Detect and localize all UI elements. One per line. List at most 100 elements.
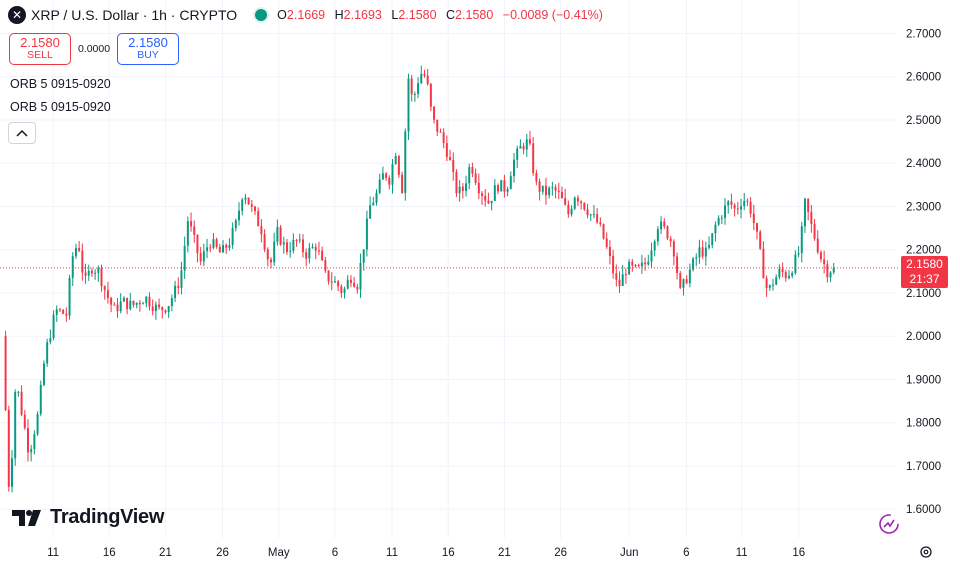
candle-body bbox=[295, 240, 298, 242]
candle-body bbox=[474, 173, 477, 183]
candle-body bbox=[560, 192, 563, 199]
last-price-value: 2.1580 bbox=[906, 257, 943, 271]
symbol-title[interactable]: XRP / U.S. Dollar · 1h · CRYPTO bbox=[31, 7, 238, 23]
candle-body bbox=[592, 214, 595, 216]
buy-button[interactable]: 2.1580 BUY bbox=[117, 33, 179, 65]
candle-body bbox=[30, 449, 33, 453]
candle-body bbox=[784, 272, 787, 279]
candle-body bbox=[282, 242, 285, 245]
indicator-legend-orb-2[interactable]: ORB 5 0915-0920 bbox=[10, 100, 111, 114]
candle-body bbox=[71, 256, 74, 278]
candle-body bbox=[807, 198, 810, 212]
candle-body bbox=[647, 261, 650, 265]
price-tick-label: 1.9000 bbox=[906, 374, 941, 386]
candle-body bbox=[407, 78, 410, 132]
candle-body bbox=[142, 303, 145, 305]
candle-body bbox=[624, 274, 627, 276]
candle-body bbox=[68, 277, 71, 316]
candle-body bbox=[177, 285, 180, 288]
candle-body bbox=[752, 213, 755, 224]
candle-body bbox=[122, 297, 125, 302]
candle-body bbox=[704, 247, 707, 257]
candle-body bbox=[442, 132, 445, 144]
candle-body bbox=[455, 171, 458, 194]
candle-body bbox=[97, 267, 100, 273]
candle-body bbox=[445, 143, 448, 158]
price-tick-label: 2.0000 bbox=[906, 331, 941, 343]
candle-body bbox=[765, 278, 768, 288]
candle-body bbox=[330, 281, 333, 283]
candle-body bbox=[743, 200, 746, 207]
candle-body bbox=[308, 247, 311, 259]
candle-body bbox=[669, 238, 672, 242]
sparkle-assistant-icon[interactable] bbox=[879, 514, 899, 534]
candle-body bbox=[375, 192, 378, 203]
candle-body bbox=[541, 185, 544, 192]
candle-body bbox=[151, 306, 154, 311]
price-tick-label: 1.8000 bbox=[906, 418, 941, 430]
candle-body bbox=[602, 224, 605, 239]
indicator-legend-orb-1[interactable]: ORB 5 0915-0920 bbox=[10, 77, 111, 91]
candle-body bbox=[653, 241, 656, 251]
candle-body bbox=[813, 224, 816, 239]
collapse-legend-button[interactable] bbox=[8, 122, 36, 144]
candle-body bbox=[4, 336, 7, 410]
candle-body bbox=[311, 247, 314, 249]
time-tick-label: 16 bbox=[792, 547, 805, 559]
candle-body bbox=[298, 239, 301, 241]
tradingview-logo[interactable]: TradingView bbox=[12, 506, 164, 529]
candle-body bbox=[695, 257, 698, 259]
candle-body bbox=[103, 286, 106, 291]
candle-body bbox=[516, 148, 519, 160]
candle-body bbox=[337, 281, 340, 287]
candle-body bbox=[500, 180, 503, 192]
price-axis: 2.7000 2.6000 2.5000 2.4000 2.3000 2.2000 2.10… bbox=[906, 28, 941, 516]
candle-body bbox=[145, 296, 148, 304]
candle-body bbox=[110, 297, 113, 305]
candle-body bbox=[832, 267, 835, 273]
candle-body bbox=[324, 260, 327, 271]
candle-body bbox=[116, 304, 119, 312]
sell-button[interactable]: 2.1580 SELL bbox=[9, 33, 71, 65]
candle-body bbox=[14, 392, 17, 459]
settings-gear-icon[interactable] bbox=[920, 546, 932, 558]
candle-body bbox=[180, 270, 183, 288]
candle-body bbox=[522, 145, 525, 150]
candle-body bbox=[381, 173, 384, 180]
candle-body bbox=[544, 185, 547, 196]
candle-body bbox=[276, 227, 279, 242]
ohlc-readout: O2.1669 H2.1693 L2.1580 C2.1580 −0.0089 … bbox=[277, 8, 609, 22]
candle-body bbox=[7, 409, 10, 487]
price-tick-label: 2.5000 bbox=[906, 115, 941, 127]
candle-body bbox=[535, 173, 538, 182]
x-mark-icon[interactable]: ✕ bbox=[8, 6, 26, 24]
candle-body bbox=[532, 143, 535, 174]
candle-body bbox=[762, 248, 765, 279]
candle-body bbox=[570, 208, 573, 215]
price-tick-label: 2.1000 bbox=[906, 288, 941, 300]
candle-body bbox=[353, 282, 356, 287]
candle-body bbox=[551, 187, 554, 189]
market-status-dot-icon[interactable] bbox=[255, 9, 268, 21]
price-tick-label: 2.7000 bbox=[906, 28, 941, 40]
candle-body bbox=[391, 164, 394, 185]
candle-body bbox=[148, 296, 151, 307]
trade-panel: 2.1580 SELL 0.0000 2.1580 BUY bbox=[9, 33, 179, 65]
candle-body bbox=[759, 231, 762, 249]
candle-body bbox=[202, 251, 205, 262]
time-tick-label: 21 bbox=[159, 547, 172, 559]
candle-body bbox=[503, 180, 506, 192]
candle-body bbox=[564, 198, 567, 205]
candle-body bbox=[81, 250, 84, 273]
time-tick-label: 6 bbox=[683, 547, 689, 559]
candle-body bbox=[314, 247, 317, 251]
candle-body bbox=[90, 270, 93, 274]
candle-body bbox=[196, 234, 199, 254]
candle-body bbox=[471, 167, 474, 174]
candle-body bbox=[477, 182, 480, 194]
time-tick-label: 16 bbox=[103, 547, 116, 559]
candle-body bbox=[746, 200, 749, 202]
candle-body bbox=[631, 261, 634, 266]
candle-body bbox=[436, 119, 439, 132]
